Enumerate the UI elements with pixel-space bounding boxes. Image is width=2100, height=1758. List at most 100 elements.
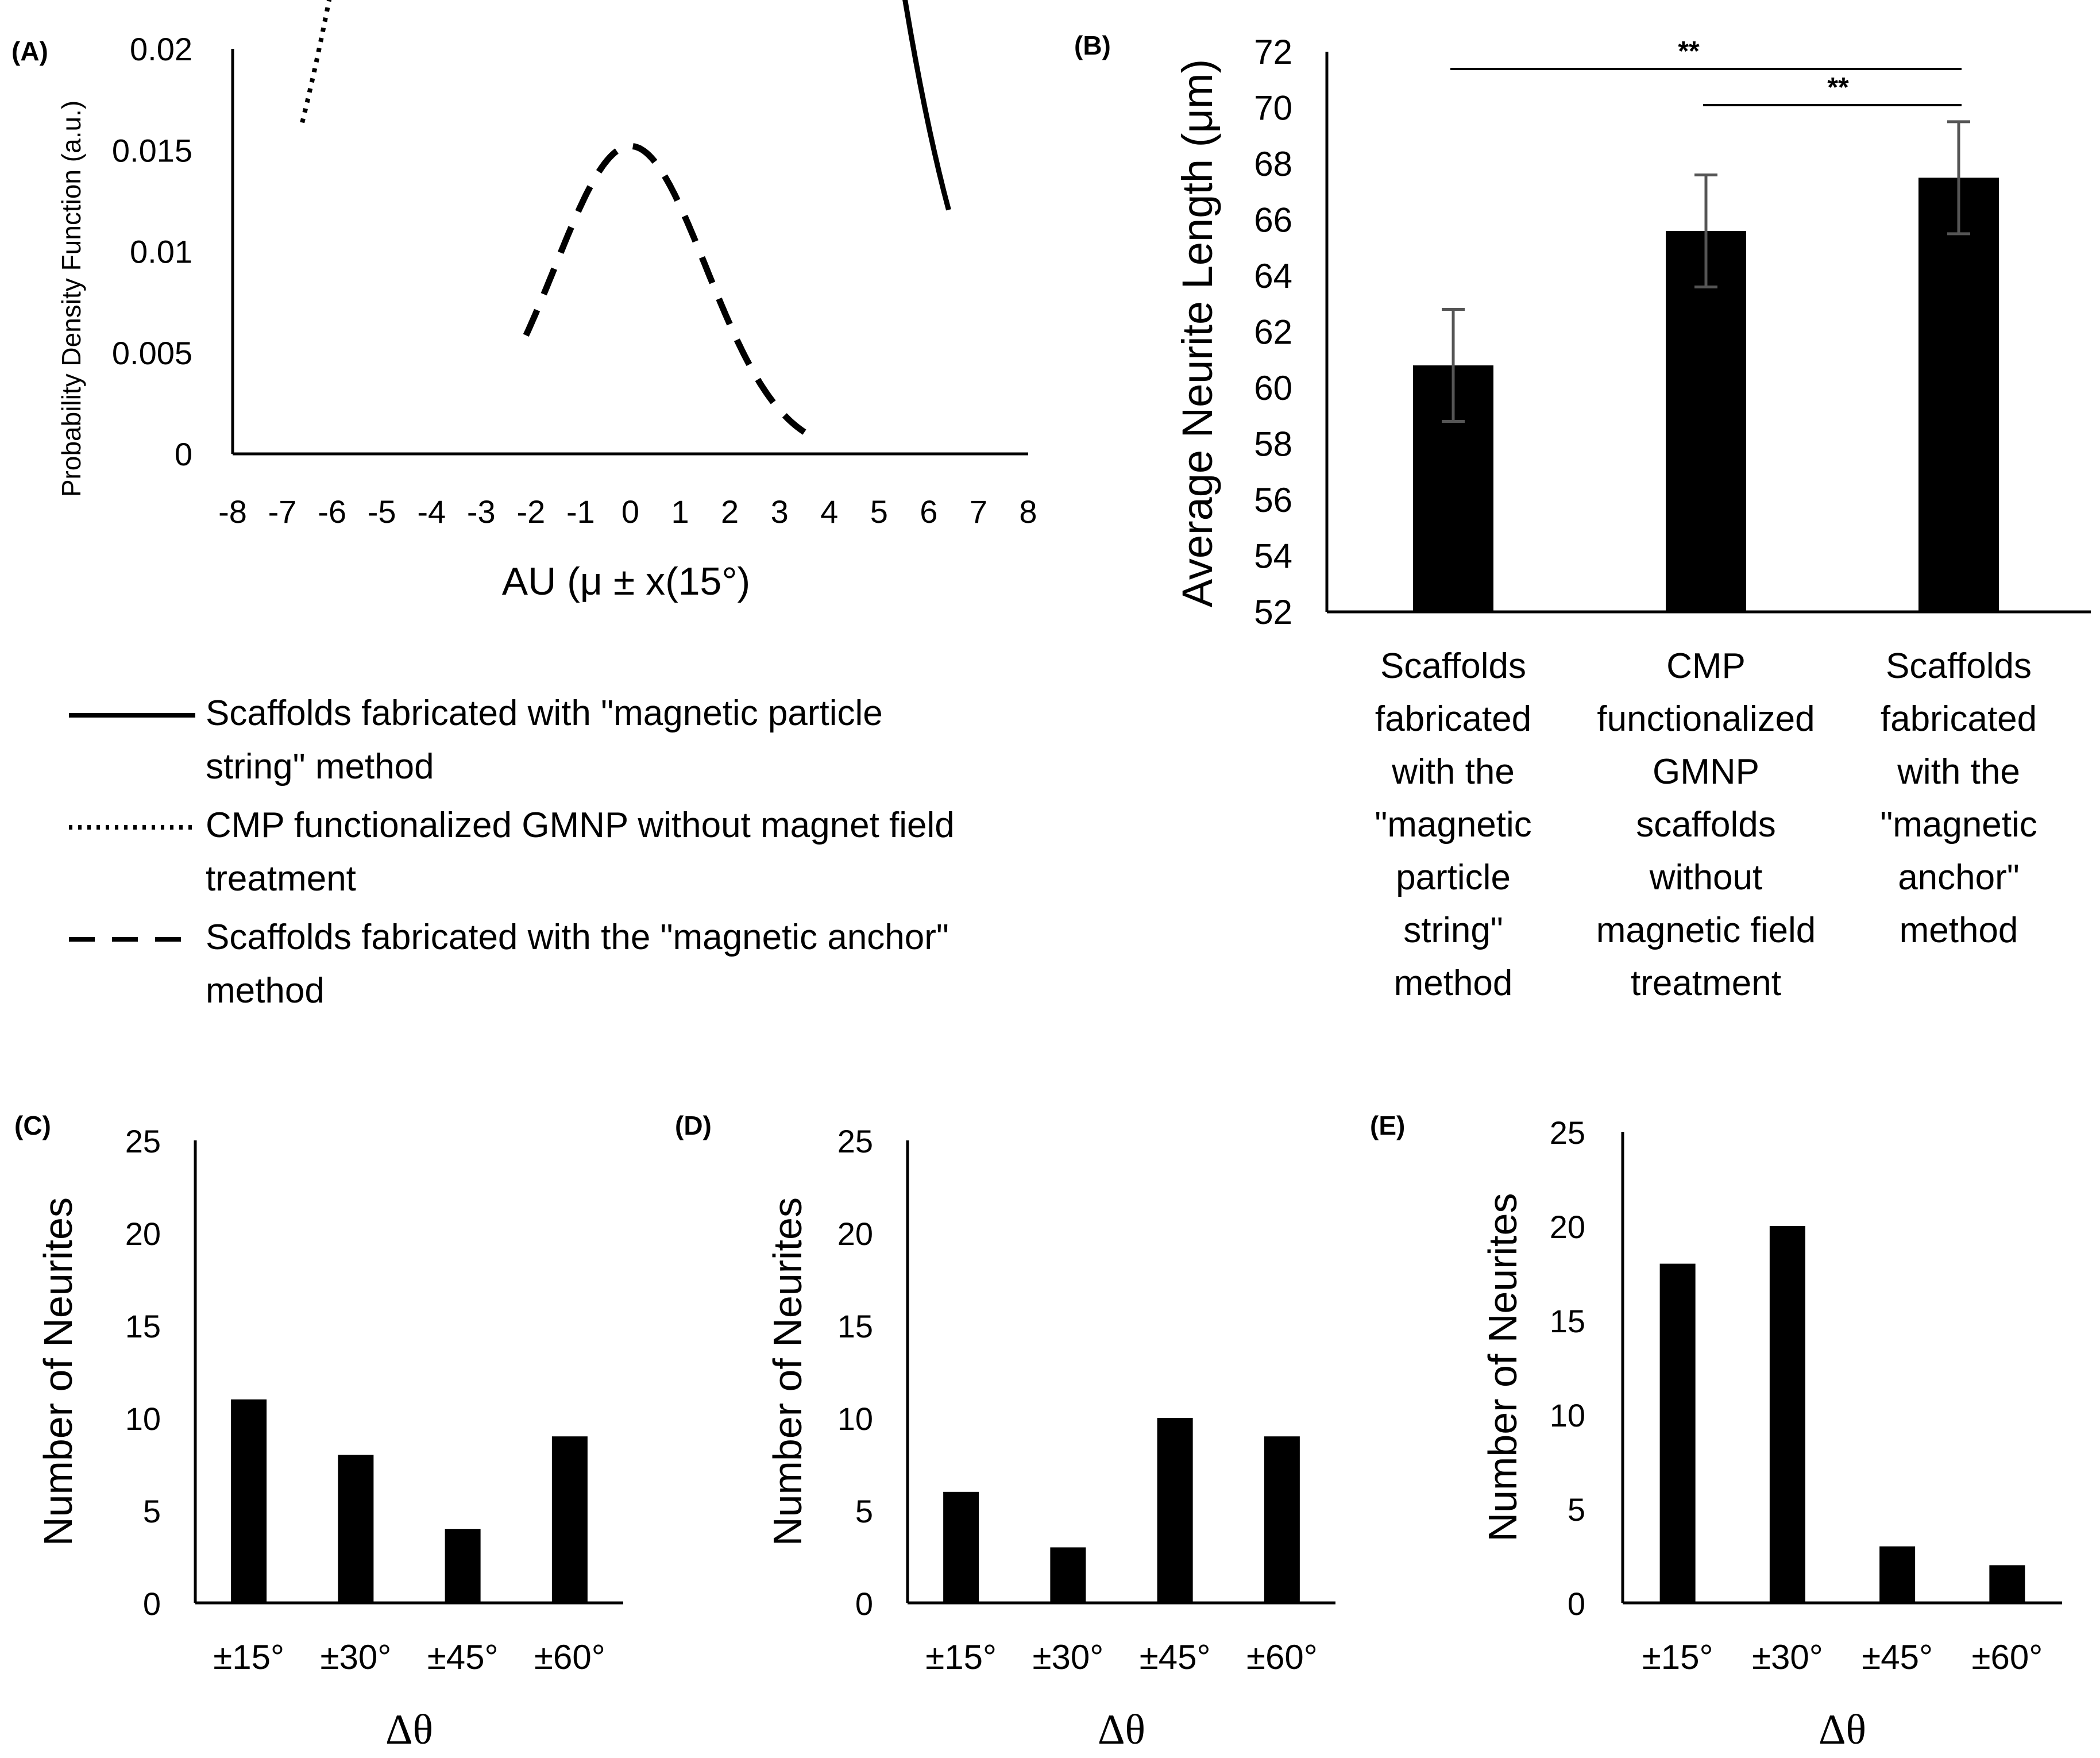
legend-item-3-line2: method bbox=[206, 971, 325, 1011]
panel-b-y-tick: 60 bbox=[1254, 369, 1292, 407]
panel-a-x-tick: 7 bbox=[970, 494, 987, 530]
panel-a-x-axis-title: AU (μ ± x(15°) bbox=[502, 560, 750, 603]
panel-b-y-tick: 64 bbox=[1254, 257, 1292, 295]
panel-c-bar bbox=[445, 1529, 481, 1603]
panel-b-y-tick: 58 bbox=[1254, 425, 1292, 464]
panel-a-x-tick: -6 bbox=[318, 494, 346, 530]
panel-c-y-axis-title: Number of Neurites bbox=[36, 1197, 80, 1546]
panel-a-x-tick: -4 bbox=[417, 494, 446, 530]
panel-b-y-tick: 52 bbox=[1254, 593, 1292, 631]
panel-d-y-tick: 0 bbox=[855, 1586, 873, 1622]
panel-b-category-label: Scaffolds bbox=[1886, 646, 2032, 686]
panel-e-bar bbox=[1769, 1226, 1805, 1603]
panel-a-x-tick: -8 bbox=[218, 494, 247, 530]
panel-d-bar bbox=[943, 1491, 979, 1603]
panel-a-x-tick: 5 bbox=[870, 494, 888, 530]
panel-a-x-tick: 0 bbox=[621, 494, 639, 530]
panel-b-y-tick: 56 bbox=[1254, 481, 1292, 519]
panel-e-bar bbox=[1879, 1546, 1916, 1603]
panel-b-bar-chart: (B) 52 54 56 58 60 62 64 66 68 70 72 Scaffolds fabr… bbox=[1074, 30, 2091, 1003]
panel-b-category-label: particle bbox=[1396, 858, 1511, 897]
panel-a-x-tick: 8 bbox=[1019, 494, 1037, 530]
panel-c-y-tick: 15 bbox=[125, 1308, 161, 1344]
panel-e-x-axis-title: Δθ bbox=[1819, 1706, 1866, 1753]
panel-b-y-axis-title: Average Neurite Length (μm) bbox=[1173, 59, 1221, 607]
panel-a-x-tick: 3 bbox=[771, 494, 789, 530]
panel-d-y-tick: 5 bbox=[855, 1493, 873, 1529]
panel-b-category-label: functionalized bbox=[1597, 699, 1815, 739]
panel-a-x-tick: 6 bbox=[920, 494, 937, 530]
panel-c-bar-chart: (C) 0 5 10 15 20 25 ±15° ±30° ±45° ±60° Number of N… bbox=[14, 1111, 623, 1753]
panel-b-y-tick: 72 bbox=[1254, 33, 1292, 71]
legend-item-3-line1: Scaffolds fabricated with the "magnetic … bbox=[206, 917, 949, 957]
panel-d-y-tick: 10 bbox=[837, 1401, 873, 1437]
panel-a-label: (A) bbox=[11, 36, 48, 66]
panel-e-x-tick: ±60° bbox=[1972, 1638, 2043, 1676]
panel-a-series-dashed bbox=[523, 142, 806, 435]
panel-d-x-tick: ±45° bbox=[1140, 1638, 1211, 1676]
panel-a-y-tick: 0.005 bbox=[112, 335, 192, 371]
panel-c-y-tick: 20 bbox=[125, 1216, 161, 1252]
panel-b-category-label: "magnetic bbox=[1880, 805, 2037, 845]
panel-a-x-tick: -5 bbox=[368, 494, 396, 530]
panel-d-y-tick: 15 bbox=[837, 1308, 873, 1344]
panel-b-category-label: CMP bbox=[1666, 646, 1746, 686]
panel-d-bar-chart: (D) 0 5 10 15 20 25 ±15° ±30° ±45° ±60° Number of N… bbox=[675, 1111, 1335, 1753]
panel-b-category-label: string" bbox=[1403, 911, 1503, 950]
panel-b-bar bbox=[1918, 178, 1999, 612]
panel-b-y-tick: 68 bbox=[1254, 145, 1292, 183]
panel-b-category-label: with the bbox=[1897, 752, 2020, 792]
panel-d-bar bbox=[1264, 1436, 1300, 1603]
legend-item-2-line2: treatment bbox=[206, 859, 356, 899]
panel-b-significance-label: ** bbox=[1678, 36, 1700, 67]
panel-a-legend: Scaffolds fabricated with "magnetic part… bbox=[69, 693, 955, 1011]
panel-d-y-tick: 20 bbox=[837, 1216, 873, 1252]
panel-a-line-chart: (A) 0 0.005 0.01 0.015 0.02 -8 -7 -6 -5 -4 -3 -2 -1… bbox=[11, 0, 1037, 1011]
panel-b-category-label: magnetic field bbox=[1596, 911, 1816, 950]
panel-b-category-label: anchor" bbox=[1898, 858, 2020, 897]
panel-b-category-label: treatment bbox=[1631, 963, 1781, 1003]
panel-e-x-tick: ±45° bbox=[1862, 1638, 1933, 1676]
panel-d-x-tick: ±30° bbox=[1033, 1638, 1104, 1676]
panel-a-x-tick: 1 bbox=[671, 494, 689, 530]
panel-c-label: (C) bbox=[14, 1111, 51, 1140]
panel-c-x-tick: ±45° bbox=[427, 1638, 499, 1676]
panel-a-x-tick: -2 bbox=[516, 494, 545, 530]
panel-a-x-tick: 4 bbox=[820, 494, 838, 530]
panel-b-category-label: with the bbox=[1391, 752, 1515, 792]
panel-b-significance-label: ** bbox=[1827, 72, 1849, 103]
panel-e-y-tick: 15 bbox=[1550, 1303, 1585, 1339]
panel-e-x-tick: ±30° bbox=[1752, 1638, 1823, 1676]
panel-e-bar bbox=[1989, 1565, 2025, 1603]
panel-a-y-tick: 0 bbox=[175, 436, 192, 472]
panel-e-y-tick: 5 bbox=[1568, 1491, 1585, 1528]
panel-d-x-axis-title: Δθ bbox=[1098, 1706, 1145, 1753]
legend-item-1-line2: string" method bbox=[206, 747, 434, 787]
panel-a-x-tick: -3 bbox=[467, 494, 496, 530]
panel-b-category-label: without bbox=[1649, 858, 1762, 897]
panel-e-label: (E) bbox=[1370, 1111, 1405, 1140]
panel-a-y-axis-title: Probability Density Function (a.u.) bbox=[56, 101, 86, 497]
panel-d-bar bbox=[1050, 1547, 1086, 1603]
panel-b-bar bbox=[1666, 231, 1746, 612]
panel-c-x-tick: ±15° bbox=[213, 1638, 284, 1676]
panel-a-series-dotted bbox=[300, 0, 332, 124]
panel-b-y-tick: 62 bbox=[1254, 313, 1292, 352]
panel-e-y-axis-title: Number of Neurites bbox=[1480, 1193, 1525, 1542]
panel-c-bar bbox=[231, 1399, 267, 1603]
panel-a-x-tick: 2 bbox=[721, 494, 739, 530]
panel-b-category-label: fabricated bbox=[1881, 699, 2037, 739]
panel-c-x-tick: ±60° bbox=[534, 1638, 605, 1676]
panel-b-category-label: method bbox=[1900, 911, 2018, 950]
panel-d-x-tick: ±60° bbox=[1246, 1638, 1318, 1676]
panel-b-category-label: GMNP bbox=[1653, 752, 1759, 792]
panel-b-category-label: Scaffolds bbox=[1380, 646, 1526, 686]
panel-d-x-tick: ±15° bbox=[925, 1638, 997, 1676]
panel-d-label: (D) bbox=[675, 1111, 712, 1140]
panel-c-x-tick: ±30° bbox=[321, 1638, 392, 1676]
panel-a-y-tick: 0.02 bbox=[130, 31, 192, 67]
panel-e-x-tick: ±15° bbox=[1642, 1638, 1713, 1676]
panel-b-category-label: fabricated bbox=[1375, 699, 1531, 739]
panel-c-y-tick: 0 bbox=[143, 1586, 161, 1622]
